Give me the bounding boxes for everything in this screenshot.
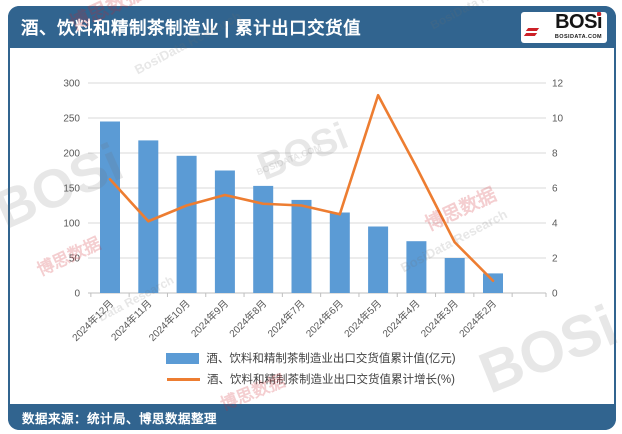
bar-series <box>100 121 503 293</box>
bar <box>329 212 350 293</box>
logo-wordmark: BOSi <box>555 11 603 33</box>
svg-text:100: 100 <box>63 219 80 230</box>
x-axis-label: 2024年8月 <box>226 297 269 340</box>
logo-text-i: i <box>596 11 603 33</box>
left-axis-labels: 0 50 100 150 200 250 300 <box>63 79 80 300</box>
bar <box>138 140 159 293</box>
logo-stripes-icon <box>523 27 543 38</box>
data-source-text: 数据来源：统计局、博思数据整理 <box>22 411 218 426</box>
bar <box>368 226 389 293</box>
svg-text:12: 12 <box>552 79 564 90</box>
right-axis-labels: 0 2 4 6 8 10 12 <box>552 79 564 300</box>
footer-bar: 数据来源：统计局、博思数据整理 <box>8 404 616 430</box>
page-title: 酒、饮料和精制茶制造业 | 累计出口交货值 <box>21 17 362 38</box>
x-axis-label: 2024年9月 <box>188 297 231 340</box>
bar <box>253 185 274 293</box>
svg-text:10: 10 <box>552 114 564 125</box>
bar <box>444 258 465 293</box>
bar <box>291 199 312 293</box>
logo-text-bos: BOS <box>555 11 597 33</box>
svg-text:200: 200 <box>63 149 80 160</box>
legend-bar-swatch <box>166 352 200 364</box>
chart-legend: 酒、饮料和精制茶制造业出口交货值累计值(亿元) 酒、饮料和精制茶制造业出口交货值… <box>0 350 622 387</box>
x-axis-label: 2024年4月 <box>380 297 423 340</box>
svg-text:50: 50 <box>69 254 81 265</box>
legend-bar-label: 酒、饮料和精制茶制造业出口交货值累计值(亿元) <box>206 353 456 365</box>
x-axis <box>88 292 547 297</box>
svg-text:6: 6 <box>552 184 558 195</box>
svg-text:4: 4 <box>552 219 558 230</box>
x-axis-label: 2024年5月 <box>341 297 384 340</box>
svg-text:0: 0 <box>552 289 558 300</box>
legend-line-swatch <box>167 377 201 381</box>
x-axis-label: 2024年2月 <box>456 297 499 340</box>
trend-line <box>108 93 495 283</box>
bar <box>100 121 120 293</box>
svg-text:0: 0 <box>74 289 80 300</box>
legend-item-bar: 酒、饮料和精制茶制造业出口交货值累计值(亿元) <box>166 350 456 366</box>
bar <box>176 155 197 293</box>
x-axis-label: 2024年12月 <box>69 297 116 344</box>
x-axis-label: 2024年6月 <box>303 297 346 340</box>
logo-domain: BOSIDATA.COM <box>554 34 602 40</box>
chart-svg: 0501001502002503000246810122024年12月2024年… <box>63 79 564 344</box>
x-axis-labels: 2024年12月2024年11月2024年10月2024年9月2024年8月20… <box>69 297 499 344</box>
legend-item-line: 酒、饮料和精制茶制造业出口交货值累计增长(%) <box>167 371 455 387</box>
bar <box>406 241 427 293</box>
header-bar: 酒、饮料和精制茶制造业 | 累计出口交货值 BOSi BOSIDATA.COM <box>8 6 616 48</box>
svg-text:8: 8 <box>552 149 558 160</box>
x-axis-label: 2024年10月 <box>146 297 193 344</box>
bar <box>483 273 503 293</box>
svg-text:150: 150 <box>63 184 80 195</box>
svg-text:2: 2 <box>552 254 558 265</box>
svg-text:300: 300 <box>63 79 80 90</box>
x-axis-label: 2024年7月 <box>265 297 308 340</box>
x-axis-label: 2024年3月 <box>418 297 461 340</box>
legend-line-label: 酒、饮料和精制茶制造业出口交货值累计增长(%) <box>207 374 455 386</box>
svg-text:250: 250 <box>63 114 80 125</box>
bar <box>214 170 235 293</box>
bosi-logo: BOSi BOSIDATA.COM <box>521 11 607 43</box>
